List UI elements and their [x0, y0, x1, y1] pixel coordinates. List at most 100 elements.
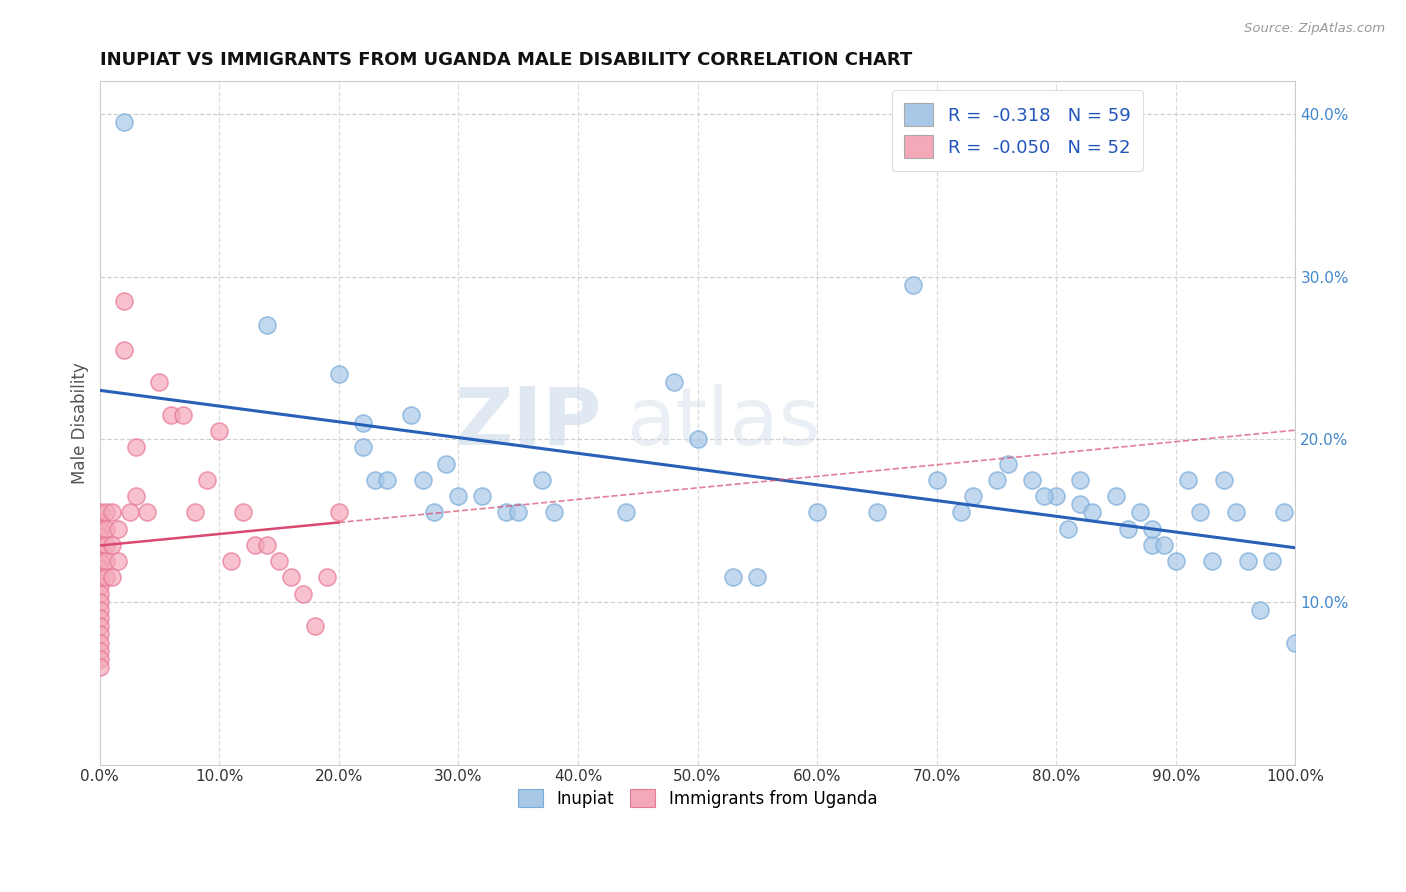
Point [124, 489, 146, 503]
Point [747, 570, 769, 584]
Text: atlas: atlas [626, 384, 820, 462]
Point [1081, 505, 1104, 519]
Point [112, 115, 135, 129]
Point [436, 457, 458, 471]
Point [208, 424, 231, 438]
Point [232, 505, 254, 519]
Point [89, 570, 111, 584]
Point [328, 367, 350, 381]
Point [806, 505, 828, 519]
Point [1153, 538, 1175, 552]
Point [89, 587, 111, 601]
Point [1033, 489, 1056, 503]
Point [112, 343, 135, 357]
Point [89, 538, 111, 552]
Point [1116, 522, 1139, 536]
Point [1188, 505, 1211, 519]
Point [1201, 554, 1223, 568]
Point [148, 376, 170, 390]
Point [304, 619, 326, 633]
Point [508, 505, 530, 519]
Point [172, 408, 194, 422]
Legend: Inupiat, Immigrants from Uganda: Inupiat, Immigrants from Uganda [512, 782, 884, 814]
Point [1249, 603, 1271, 617]
Point [89, 530, 111, 544]
Point [243, 538, 266, 552]
Point [124, 440, 146, 454]
Point [901, 277, 924, 292]
Point [280, 570, 302, 584]
Point [997, 457, 1019, 471]
Y-axis label: Male Disability: Male Disability [72, 362, 89, 483]
Text: Source: ZipAtlas.com: Source: ZipAtlas.com [1244, 22, 1385, 36]
Point [925, 473, 948, 487]
Point [256, 538, 278, 552]
Point [94, 505, 117, 519]
Point [315, 570, 337, 584]
Point [100, 505, 122, 519]
Point [89, 595, 111, 609]
Point [352, 416, 374, 430]
Point [363, 473, 385, 487]
Point [89, 619, 111, 633]
Point [1045, 489, 1067, 503]
Point [89, 562, 111, 576]
Point [89, 578, 111, 592]
Point [89, 660, 111, 674]
Point [107, 554, 129, 568]
Text: ZIP: ZIP [454, 384, 602, 462]
Point [1129, 505, 1152, 519]
Point [89, 522, 111, 536]
Point [447, 489, 470, 503]
Point [94, 522, 117, 536]
Point [399, 408, 422, 422]
Point [1069, 473, 1091, 487]
Point [89, 603, 111, 617]
Point [89, 505, 111, 519]
Point [89, 546, 111, 560]
Point [256, 318, 278, 333]
Point [89, 514, 111, 528]
Point [495, 505, 517, 519]
Point [291, 587, 314, 601]
Point [1177, 473, 1199, 487]
Point [219, 554, 242, 568]
Point [328, 505, 350, 519]
Point [1225, 505, 1247, 519]
Point [136, 505, 159, 519]
Point [89, 652, 111, 666]
Text: INUPIAT VS IMMIGRANTS FROM UGANDA MALE DISABILITY CORRELATION CHART: INUPIAT VS IMMIGRANTS FROM UGANDA MALE D… [100, 51, 912, 69]
Point [94, 570, 117, 584]
Point [1105, 489, 1128, 503]
Point [352, 440, 374, 454]
Point [267, 554, 290, 568]
Point [1164, 554, 1187, 568]
Point [662, 376, 685, 390]
Point [89, 643, 111, 657]
Point [375, 473, 398, 487]
Point [89, 635, 111, 649]
Point [100, 570, 122, 584]
Point [949, 505, 972, 519]
Point [107, 522, 129, 536]
Point [543, 505, 565, 519]
Point [89, 554, 111, 568]
Point [471, 489, 494, 503]
Point [531, 473, 554, 487]
Point [723, 570, 745, 584]
Point [100, 538, 122, 552]
Point [1236, 554, 1258, 568]
Point [1069, 497, 1091, 511]
Point [195, 473, 218, 487]
Point [1272, 505, 1295, 519]
Point [94, 538, 117, 552]
Point [184, 505, 207, 519]
Point [866, 505, 889, 519]
Point [1140, 538, 1163, 552]
Point [1284, 635, 1306, 649]
Point [160, 408, 183, 422]
Point [1021, 473, 1043, 487]
Point [94, 554, 117, 568]
Point [1212, 473, 1234, 487]
Point [89, 611, 111, 625]
